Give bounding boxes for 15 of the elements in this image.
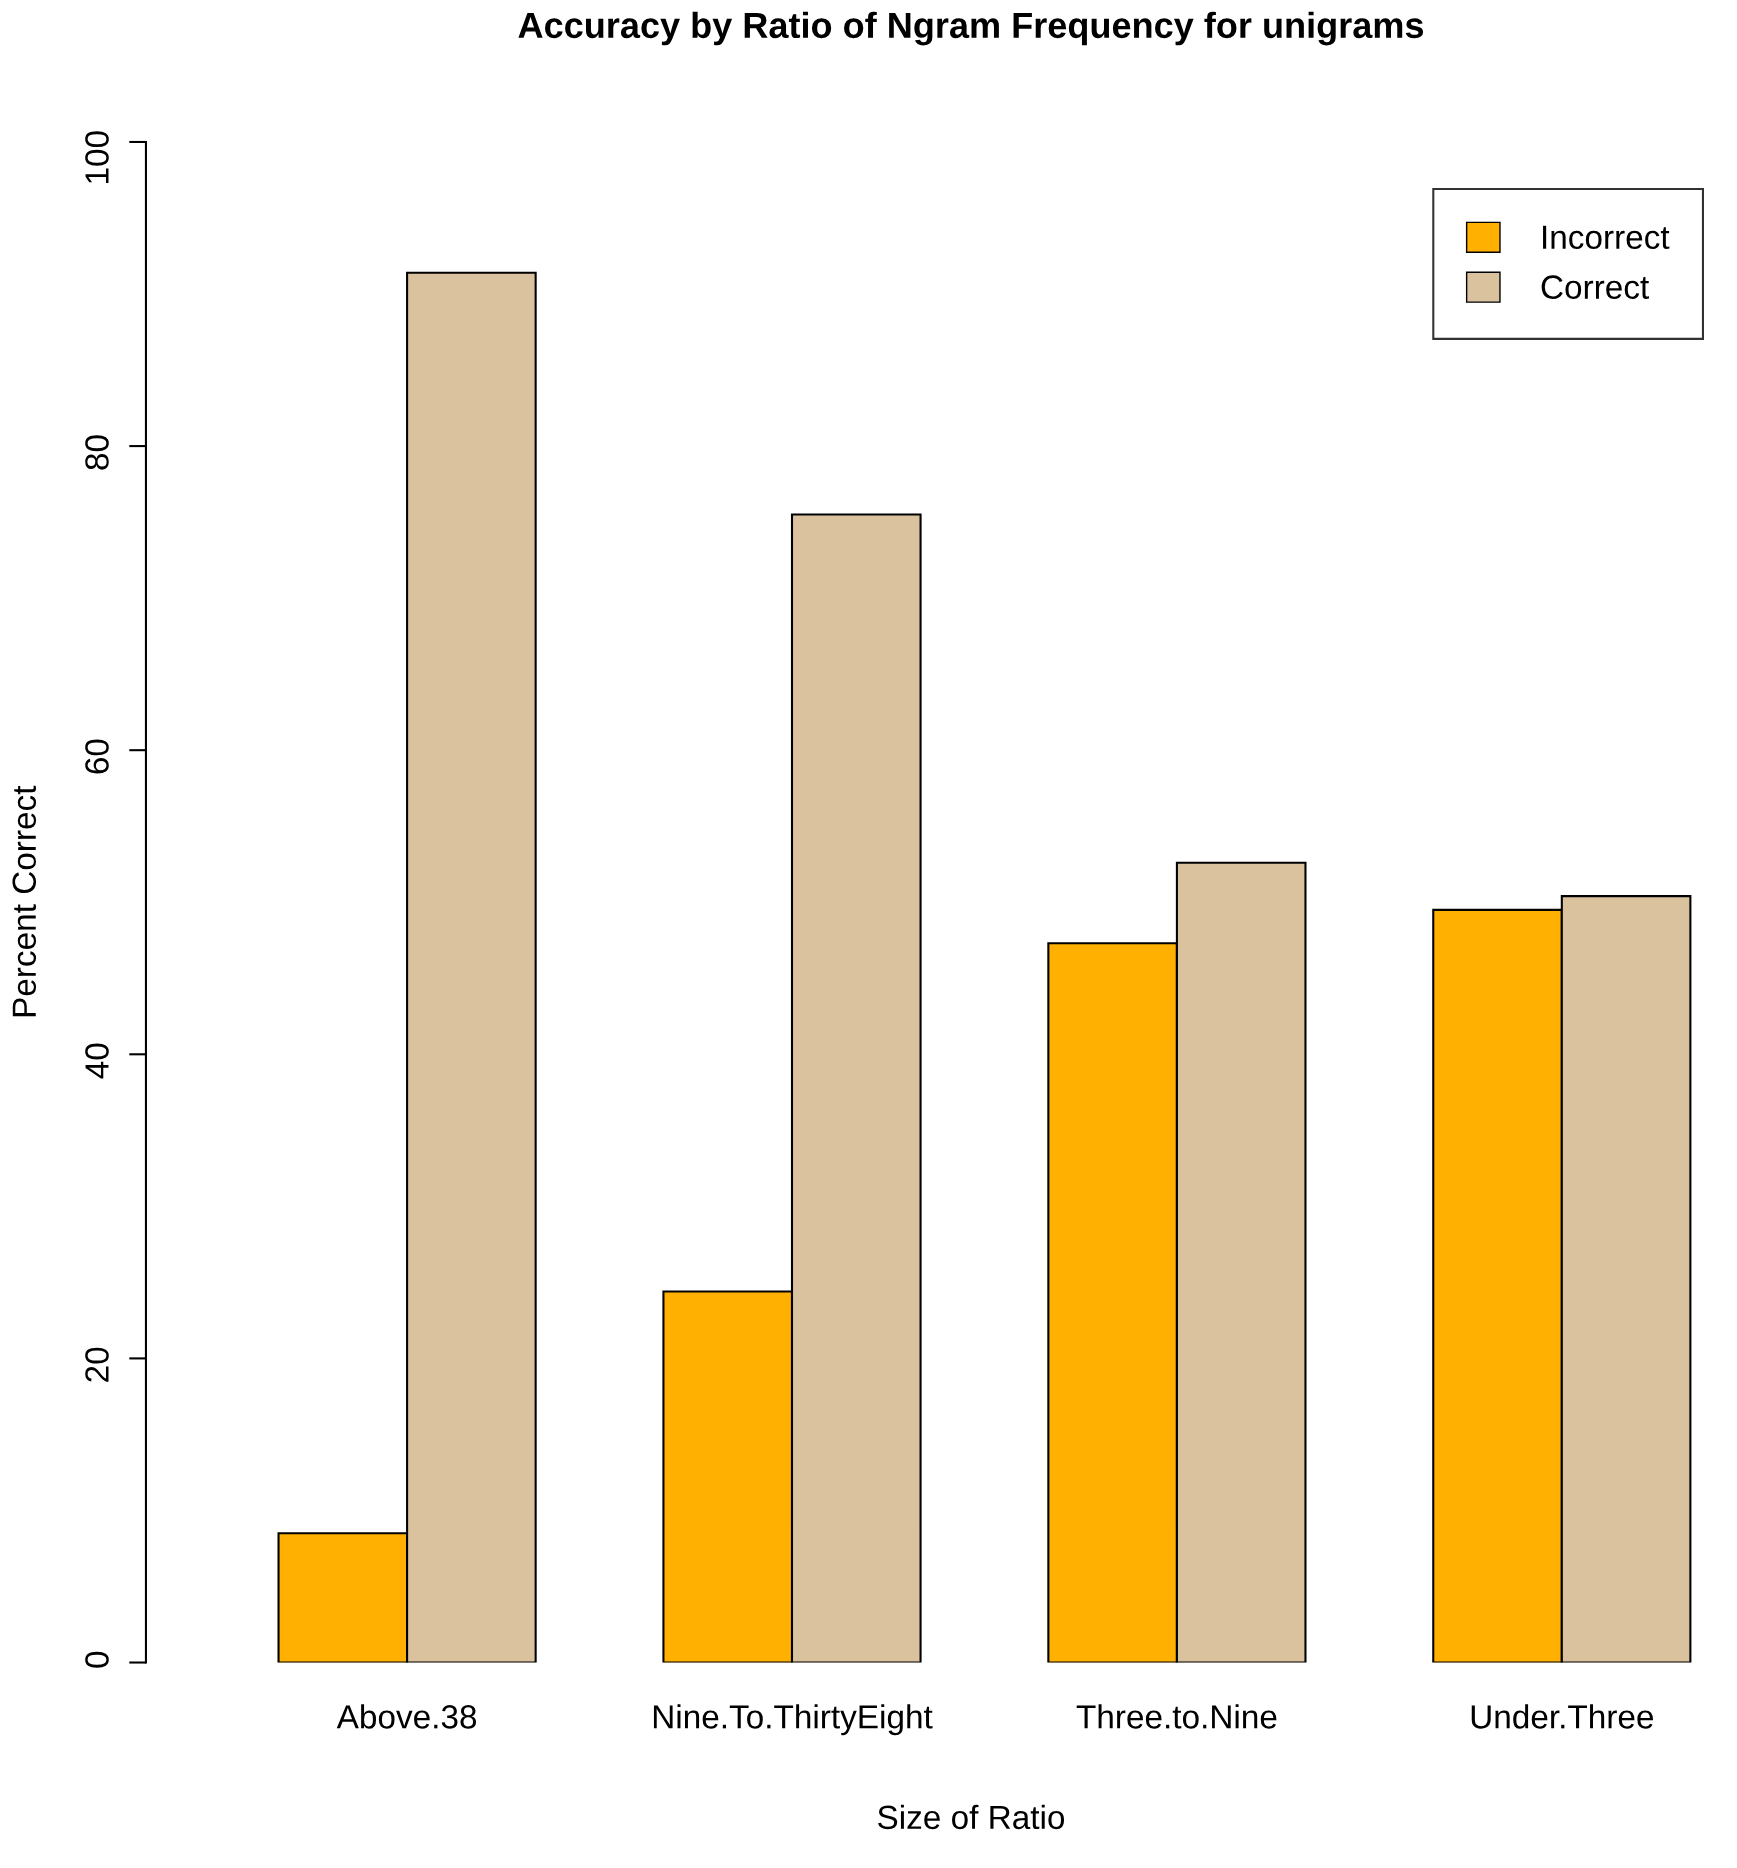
x-tick-label: Above.38 [336, 1704, 477, 1729]
legend-label: Incorrect [1543, 225, 1670, 250]
y-tick-label: 0 [85, 1651, 109, 1668]
legend-label: Correct [1541, 275, 1649, 299]
y-tick-label: 20 [85, 1347, 109, 1382]
y-tick-label: 60 [85, 739, 109, 774]
y-axis-title: Percent Correct [12, 785, 37, 1017]
chart-title: Accuracy by Ratio of Ngram Frequency for unigrams [518, 11, 1424, 46]
x-tick-label: Nine.To.ThirtyEight [653, 1704, 933, 1736]
y-tick-label: 40 [85, 1043, 109, 1079]
x-tick-label: Three.to.Nine [1076, 1704, 1277, 1729]
y-tick-label: 100 [85, 131, 109, 183]
y-tick-label: 80 [85, 435, 109, 470]
x-tick-label: Under.Three [1471, 1704, 1653, 1729]
x-axis-title: Size of Ratio [878, 1804, 1065, 1830]
